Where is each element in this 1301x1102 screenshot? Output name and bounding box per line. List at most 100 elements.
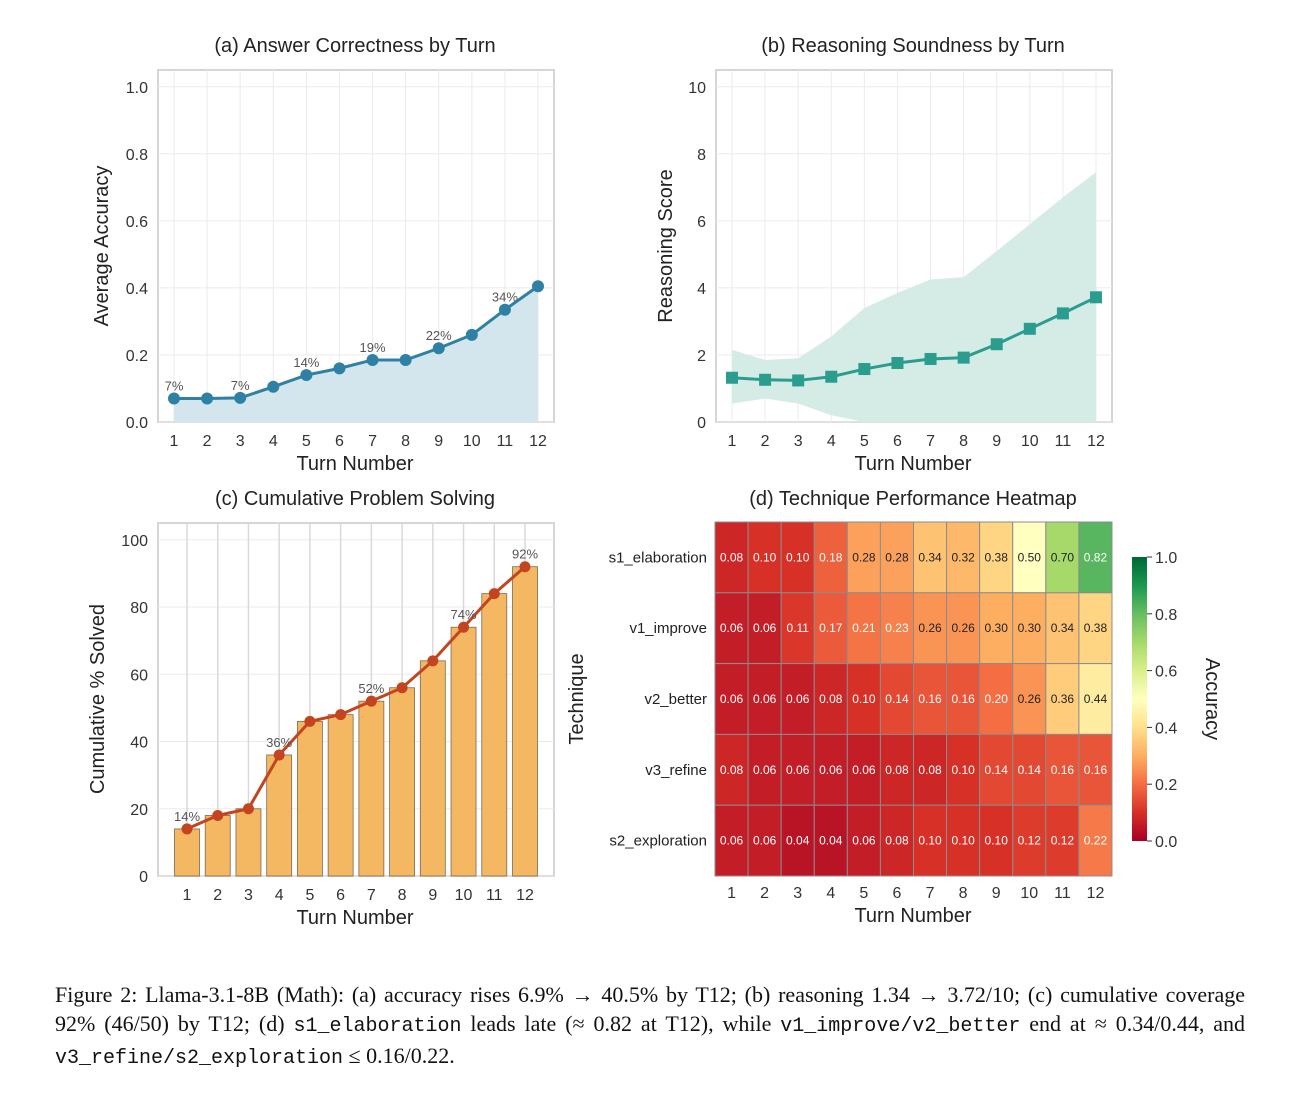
panel-c-bar (389, 687, 415, 877)
panel-c-ytick: 80 (130, 600, 148, 617)
panel-b-xtick: 2 (761, 433, 770, 450)
caption-text-3: end at ≈ 0.34/0.44, and (1020, 1011, 1246, 1036)
panel-b-xtick: 10 (1021, 433, 1039, 450)
heatmap-cell-label: 0.10 (786, 550, 810, 564)
panel-b-ytick: 8 (697, 147, 706, 164)
panel-b-point (891, 356, 904, 369)
panel-c-annotation: 52% (358, 681, 384, 696)
panel-b-xtick: 7 (926, 433, 935, 450)
heatmap-col-label: 11 (1054, 885, 1071, 902)
panel-a-ytick: 0.2 (126, 348, 148, 365)
panel-c-point (242, 803, 254, 815)
heatmap-cell-label: 0.08 (720, 763, 744, 777)
heatmap-col-label: 3 (793, 885, 802, 902)
colorbar (1132, 557, 1147, 841)
colorbar-tick: 0.8 (1155, 607, 1177, 624)
panel-c-bar (235, 808, 262, 877)
panel-b-point (957, 351, 970, 364)
heatmap-cell-label: 0.06 (819, 763, 843, 777)
heatmap-cell-label: 0.12 (1018, 834, 1042, 848)
panel-b-xtick: 8 (959, 433, 968, 450)
heatmap-cell-label: 0.50 (1018, 550, 1042, 564)
panel-b-title: (b) Reasoning Soundness by Turn (761, 35, 1065, 57)
figure: (a) Answer Correctness by Turn 7% 7%14%19… (87, 35, 1223, 929)
heatmap-col-label: 4 (826, 885, 835, 902)
panel-c-point (304, 715, 316, 727)
heatmap-cell (913, 592, 948, 665)
heatmap-cell-label: 0.10 (951, 763, 975, 777)
panel-c-ytick: 0 (139, 869, 148, 886)
heatmap-cell-label: 0.06 (786, 692, 810, 706)
panel-c-bar (204, 815, 231, 877)
colorbar-tick: 0.6 (1155, 664, 1177, 681)
panel-c-point (488, 588, 500, 600)
heatmap-cell (714, 592, 749, 665)
heatmap-cell-label: 0.12 (1051, 834, 1075, 848)
heatmap-cell (813, 521, 848, 594)
panel-c-annotation: 92% (512, 547, 538, 562)
panel-d-ylabel: Technique (566, 653, 588, 744)
panel-a-xtick: 10 (463, 433, 481, 450)
heatmap-cell (979, 521, 1014, 594)
heatmap-cell (1045, 592, 1080, 665)
heatmap-cell-label: 0.38 (1084, 621, 1108, 635)
heatmap-cell (813, 733, 848, 806)
heatmap-cell-label: 0.10 (951, 834, 975, 848)
heatmap-row-label: s2_exploration (609, 833, 707, 850)
panel-a-accuracy: (a) Answer Correctness by Turn 7% 7%14%19… (91, 35, 555, 475)
heatmap-cell-label: 0.08 (720, 550, 744, 564)
heatmap-cell-label: 0.38 (985, 550, 1009, 564)
heatmap-cell-label: 0.14 (1018, 763, 1042, 777)
panel-c-xtick: 3 (244, 887, 253, 904)
panel-c-annotation: 14% (174, 809, 200, 824)
panel-b-point (726, 371, 738, 384)
panel-b-point (1023, 322, 1036, 335)
heatmap-cell-label: 0.20 (985, 692, 1009, 706)
heatmap-cell (1012, 521, 1047, 594)
panel-c-bar (481, 593, 508, 877)
panel-a-annotation: 14% (293, 355, 319, 370)
caption-text-4: ≤ 0.16/0.22. (343, 1043, 455, 1068)
panel-c-point (458, 621, 470, 633)
panel-c-point (396, 682, 408, 694)
panel-c-bar (450, 626, 477, 877)
heatmap-cell-label: 0.18 (819, 550, 843, 564)
panel-c-ytick: 60 (130, 667, 148, 684)
panel-b-point (825, 370, 838, 383)
heatmap-cell (913, 521, 948, 594)
heatmap-col-label: 10 (1020, 885, 1038, 902)
heatmap-cell-label: 0.08 (918, 763, 942, 777)
panel-a-annotation: 7% (231, 378, 250, 393)
panel-b-reasoning: (b) Reasoning Soundness by Turn 0 2 4 6 8 10 1… (655, 35, 1113, 475)
heatmap-cell-label: 0.23 (885, 621, 909, 635)
heatmap-cell-label: 0.34 (1051, 621, 1075, 635)
panel-c-point (273, 749, 285, 761)
heatmap-cell-label: 0.16 (918, 692, 942, 706)
figure-caption: Figure 2: Llama-3.1-8B (Math): (a) accur… (55, 980, 1245, 1073)
panel-a-xtick: 8 (401, 433, 410, 450)
heatmap-cell (747, 592, 782, 665)
panel-c-point (427, 655, 439, 667)
panel-a-ytick: 1.0 (126, 80, 148, 97)
heatmap-col-label: 5 (859, 885, 868, 902)
heatmap-cell-label: 0.08 (885, 763, 909, 777)
heatmap-row-label: v2_better (644, 691, 707, 708)
caption-text-1: Figure 2: Llama-3.1-8B (Math): (a) accur… (55, 982, 1245, 1036)
heatmap-cell-label: 0.08 (885, 834, 909, 848)
caption-code-2: v1_improve/v2_better (780, 1015, 1021, 1038)
panel-a-title: (a) Answer Correctness by Turn (214, 35, 495, 57)
panel-d-title: (d) Technique Performance Heatmap (749, 488, 1077, 510)
colorbar-tick: 0.4 (1155, 720, 1177, 737)
panel-a-xtick: 12 (529, 433, 547, 450)
heatmap-cell-label: 0.34 (918, 550, 942, 564)
colorbar-tick: 0.2 (1155, 777, 1177, 794)
heatmap-cell-label: 0.06 (852, 834, 876, 848)
panel-b-point (759, 373, 772, 386)
heatmap-col-label: 6 (893, 885, 902, 902)
panel-a-xtick: 6 (335, 433, 344, 450)
heatmap-cell (1012, 733, 1047, 806)
panel-b-point (1090, 291, 1102, 304)
panel-b-xtick: 4 (827, 433, 836, 450)
panel-c-xtick: 1 (183, 887, 192, 904)
heatmap-cell-label: 0.44 (1084, 692, 1108, 706)
